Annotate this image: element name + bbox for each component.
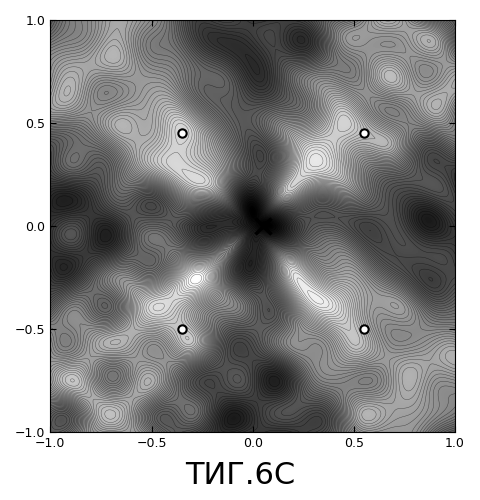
- Text: ΤИГ.6C: ΤИГ.6C: [185, 461, 295, 490]
